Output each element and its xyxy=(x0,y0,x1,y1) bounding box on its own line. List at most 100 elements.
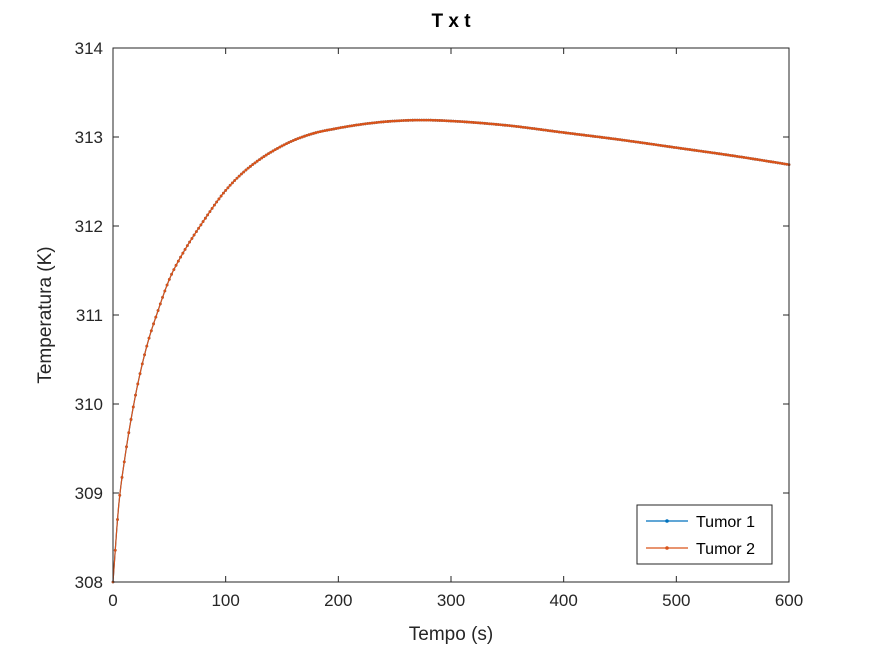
series-2-point xyxy=(219,194,223,198)
series-2-point xyxy=(747,156,750,160)
series-2-point xyxy=(400,119,403,122)
series-2-point xyxy=(334,127,338,130)
series-2-point xyxy=(372,121,376,125)
series-2-point xyxy=(537,127,541,131)
series-2-point xyxy=(578,133,581,136)
series-2-point xyxy=(708,151,712,154)
series-2-point xyxy=(751,157,755,161)
series-2-point xyxy=(413,118,417,122)
series-2-point xyxy=(442,119,446,123)
series-2-point xyxy=(508,124,511,128)
x-tick-label: 300 xyxy=(437,591,465,610)
series-2-point xyxy=(717,152,721,156)
series-2-point xyxy=(699,149,703,153)
series-2-point xyxy=(276,146,279,150)
series-2-point xyxy=(541,128,545,132)
series-2-point xyxy=(677,146,680,150)
series-2-point xyxy=(163,289,167,293)
y-axis-label: Temperatura (K) xyxy=(35,246,56,383)
series-2-point xyxy=(632,140,635,143)
series-2-point xyxy=(237,174,241,178)
series-2-point xyxy=(654,143,658,147)
series-2-point xyxy=(591,134,595,138)
series-2-point xyxy=(521,125,525,129)
y-tick-label: 311 xyxy=(76,306,103,325)
series-2-point xyxy=(377,120,381,124)
series-2-point xyxy=(172,268,176,272)
series-2-point xyxy=(472,121,475,124)
series-2-point xyxy=(174,263,178,267)
series-2-point xyxy=(494,122,498,126)
series-2-point xyxy=(569,132,572,135)
series-2-point xyxy=(134,393,137,397)
series-2-point xyxy=(370,121,374,125)
series-2-point xyxy=(447,119,451,123)
series-2-point xyxy=(406,118,410,122)
series-2-point xyxy=(309,132,313,136)
series-2-point xyxy=(287,141,291,144)
series-2-point xyxy=(422,118,426,122)
series-2-point xyxy=(118,493,122,497)
series-2-point xyxy=(706,150,710,154)
series-2-point xyxy=(140,362,144,366)
series-2-point xyxy=(327,128,331,132)
series-2-point xyxy=(395,119,399,123)
series-layer xyxy=(111,118,791,584)
y-tick-label: 309 xyxy=(75,484,103,503)
plot-area xyxy=(113,48,789,582)
series-2-point xyxy=(625,139,629,142)
series-2-point xyxy=(210,206,214,210)
series-2-point xyxy=(289,140,293,143)
series-2-point xyxy=(762,159,766,163)
series-2-point xyxy=(384,120,388,124)
series-2-point xyxy=(440,119,444,122)
series-2-point xyxy=(240,172,243,176)
series-2-point xyxy=(593,135,597,138)
series-2-point xyxy=(199,223,203,227)
series-2 xyxy=(111,118,791,584)
series-2-point xyxy=(116,518,119,521)
series-2-point xyxy=(271,149,275,153)
series-2-point xyxy=(363,122,367,126)
series-2-point xyxy=(478,121,482,125)
series-2-point xyxy=(127,431,131,435)
series-2-point xyxy=(492,122,496,126)
series-2-point xyxy=(760,158,764,162)
series-2-point xyxy=(539,128,543,131)
series-2-point xyxy=(733,154,737,158)
series-2-point xyxy=(729,153,732,157)
series-2-point xyxy=(611,137,615,141)
series-2-point xyxy=(598,135,602,139)
series-2-point xyxy=(197,226,201,230)
series-2-point xyxy=(149,329,153,333)
series-2-point xyxy=(231,181,234,185)
legend-box xyxy=(636,504,773,565)
series-2-point xyxy=(713,151,717,155)
series-2-point xyxy=(255,159,259,163)
series-2-point xyxy=(614,137,617,141)
series-2-point xyxy=(499,123,502,127)
series-2-point xyxy=(264,153,268,157)
series-2-point xyxy=(307,133,311,137)
series-2-point xyxy=(683,147,687,151)
series-2-point xyxy=(785,162,789,166)
series-2-point xyxy=(303,134,306,138)
series-2-point xyxy=(217,197,221,201)
series-2-point xyxy=(330,127,333,131)
series-2-point xyxy=(386,120,390,123)
series-2-point xyxy=(456,119,460,123)
series-2-point xyxy=(359,123,363,126)
series-2-point xyxy=(566,131,570,135)
series-2-point xyxy=(262,155,266,158)
series-2-point xyxy=(551,129,554,133)
chart-title: T x t xyxy=(431,11,471,32)
series-2-point xyxy=(300,135,304,139)
series-2-point xyxy=(190,237,194,240)
series-2-point xyxy=(487,122,491,126)
series-2-point xyxy=(379,120,383,124)
series-2-point xyxy=(152,322,155,326)
series-2-point xyxy=(449,119,453,123)
series-2-point xyxy=(345,125,349,128)
series-2-point xyxy=(783,162,786,166)
series-2-point xyxy=(526,126,530,130)
